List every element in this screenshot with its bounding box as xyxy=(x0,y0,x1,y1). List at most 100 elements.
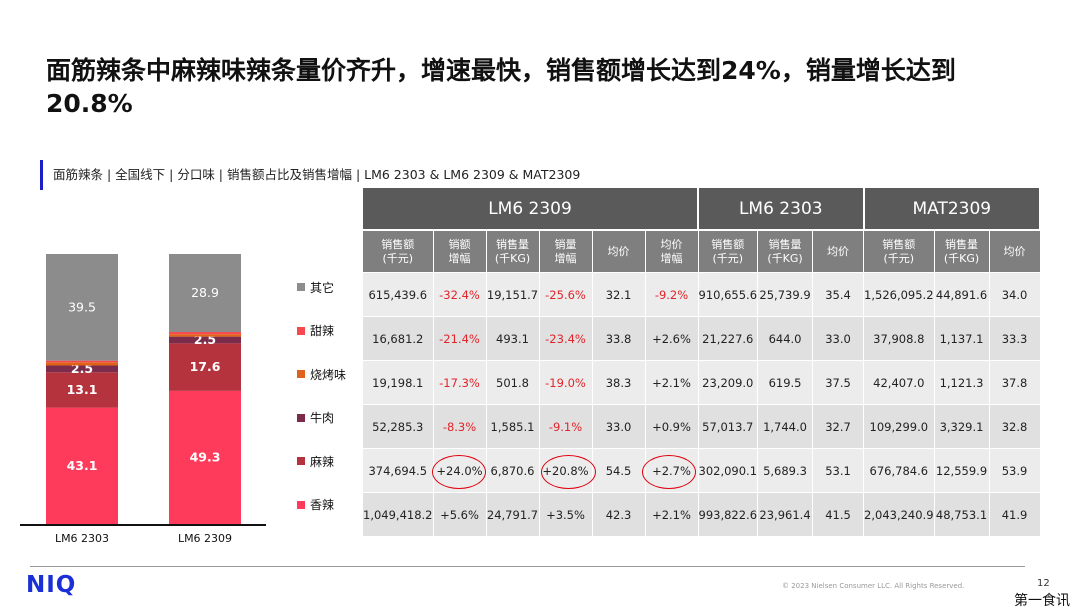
table-cell: 44,891.6 xyxy=(934,272,990,317)
table-group-header-row: LM6 2309 LM6 2303 MAT2309 xyxy=(363,188,1042,230)
column-header-9: 均价 xyxy=(812,229,865,273)
table-cell: -8.3% xyxy=(433,404,487,449)
table-cell: 33.8 xyxy=(592,316,646,361)
data-label-2-6: 28.9 xyxy=(191,285,219,300)
column-header-7: 销售额 (千元) xyxy=(698,229,759,273)
table-cell: 109,299.0 xyxy=(863,404,935,449)
table-cell: 12,559.9 xyxy=(934,448,990,493)
table-cell: 1,744.0 xyxy=(757,404,814,449)
column-header-8: 销售量 (千KG) xyxy=(757,229,814,273)
bar-segment-2-5 xyxy=(169,332,241,335)
table-cell: 910,655.6 xyxy=(698,272,759,317)
bar-segment-2-2 xyxy=(169,343,241,391)
table-cell: 19,198.1 xyxy=(363,360,434,405)
data-label-1-2: 13.1 xyxy=(67,382,98,397)
group-header-lm6-2303: LM6 2303 xyxy=(698,188,865,230)
table-cell: 41.5 xyxy=(812,492,865,536)
table-cell: 615,439.6 xyxy=(363,272,434,317)
chart-subtitle: 面筋辣条 | 全国线下 | 分口味 | 销售额占比及销售增幅 | LM6 230… xyxy=(53,167,581,182)
page-title: 面筋辣条中麻辣味辣条量价齐升，增速最快，销售额增长达到24%，销量增长达到20.… xyxy=(46,56,956,118)
legend-item-1: 其它 xyxy=(297,278,334,296)
table-cell: 57,013.7 xyxy=(698,404,759,449)
bar-segment-1-5 xyxy=(46,360,118,363)
table-cell: 33.3 xyxy=(989,316,1041,361)
legend-label: 其它 xyxy=(310,280,335,295)
column-header-2: 销额 增幅 xyxy=(433,229,487,273)
bar-segment-1-2 xyxy=(46,372,118,408)
legend-swatch xyxy=(297,283,305,291)
bar-segment-1-4 xyxy=(46,362,118,366)
bar-segment-2-3 xyxy=(169,336,241,344)
table-row: 16,681.2 -21.4% 493.1 -23.4% 33.8 +2.6% 21,227… xyxy=(363,316,1041,361)
column-header-11: 销售量 (千KG) xyxy=(934,229,990,273)
table-cell: 493.1 xyxy=(486,316,540,361)
table-cell: 35.4 xyxy=(812,272,865,317)
table-cell: 23,961.4 xyxy=(757,492,814,536)
table-cell: 21,227.6 xyxy=(698,316,759,361)
table-cell: 2,043,240.9 xyxy=(863,492,935,536)
group-header-mat2309: MAT2309 xyxy=(863,188,1042,230)
legend-label: 香辣 xyxy=(310,498,335,512)
legend-item-2: 甜辣 xyxy=(297,322,334,340)
table-cell: 52,285.3 xyxy=(363,404,434,449)
legend-label: 麻辣 xyxy=(310,454,335,469)
niq-logo: NIQ xyxy=(26,572,77,598)
table-cell: +5.6% xyxy=(433,492,487,536)
table-cell: 1,049,418.2 xyxy=(363,492,434,536)
legend-item-4: 牛肉 xyxy=(297,409,334,427)
table-cell: 37,908.8 xyxy=(863,316,935,361)
legend-swatch xyxy=(297,500,305,509)
table-cell: +2.1% xyxy=(645,360,699,405)
table-cell: -23.4% xyxy=(539,316,593,361)
table-cell: 42,407.0 xyxy=(863,360,935,405)
data-label-2-1: 49.3 xyxy=(190,449,221,464)
legend-item-3: 烧烤味 xyxy=(297,365,346,383)
footer-divider xyxy=(30,566,1025,567)
legend-label: 牛肉 xyxy=(310,411,335,425)
data-label-1-1: 43.1 xyxy=(67,458,98,473)
table-cell: -9.1% xyxy=(539,404,593,449)
table-cell: 374,694.5 xyxy=(363,448,434,493)
legend-swatch xyxy=(297,457,305,465)
table-cell: 32.8 xyxy=(989,404,1041,449)
table-cell: +24.0% xyxy=(433,448,487,493)
column-header-3: 销售量 (千KG) xyxy=(486,229,540,273)
table-cell: 3,329.1 xyxy=(934,404,990,449)
table-cell: 993,822.6 xyxy=(698,492,759,536)
subtitle-accent-bar xyxy=(40,160,43,190)
table-cell: 644.0 xyxy=(757,316,814,361)
bar-segment-2-1 xyxy=(169,390,241,524)
column-header-10: 销售额 (千元) xyxy=(863,229,935,273)
bar-segment-1-6 xyxy=(46,254,118,361)
table-cell: -32.4% xyxy=(433,272,487,317)
column-header-4: 销量 增幅 xyxy=(539,229,593,273)
legend-swatch xyxy=(297,413,305,422)
table-cell: 24,791.7 xyxy=(486,492,540,536)
legend-swatch xyxy=(297,326,305,335)
table-cell: +20.8% xyxy=(539,448,593,493)
table-row: 19,198.1 -17.3% 501.8 -19.0% 38.3 +2.1% 23,209… xyxy=(363,360,1041,405)
column-header-5: 均价 xyxy=(592,229,646,273)
table-cell: +2.6% xyxy=(645,316,699,361)
bar-segment-1-1 xyxy=(46,407,118,524)
table-cell: 33.0 xyxy=(592,404,646,449)
table-cell: +0.9% xyxy=(645,404,699,449)
column-header-12: 均价 xyxy=(989,229,1041,273)
table-cell: 19,151.7 xyxy=(486,272,540,317)
table-cell: 37.5 xyxy=(812,360,865,405)
table-cell: +2.1% xyxy=(645,492,699,536)
legend-item-5: 麻辣 xyxy=(297,452,334,470)
table-cell: 42.3 xyxy=(592,492,646,536)
bar-segment-1-3 xyxy=(46,365,118,373)
table-cell: -9.2% xyxy=(645,272,699,317)
table-cell: -21.4% xyxy=(433,316,487,361)
legend-label: 烧烤味 xyxy=(310,367,347,382)
bar-segment-2-4 xyxy=(169,334,241,337)
table-cell: 5,689.3 xyxy=(757,448,814,493)
table-cell: +2.7% xyxy=(645,448,699,493)
table-column-header-row: 销售额 (千元) 销额 增幅 销售量 (千KG) 销量 增幅 均价 均价 增幅 销售额 (千元) 销售量(… xyxy=(363,229,1041,273)
table-cell: 32.1 xyxy=(592,272,646,317)
sales-table-container: LM6 2309 LM6 2303 MAT2309 销售额 (千元) 销额 增幅 销售量… xyxy=(363,188,1042,536)
source-watermark: 第一食讯 xyxy=(1014,593,1070,609)
table-cell: 41.9 xyxy=(989,492,1041,536)
